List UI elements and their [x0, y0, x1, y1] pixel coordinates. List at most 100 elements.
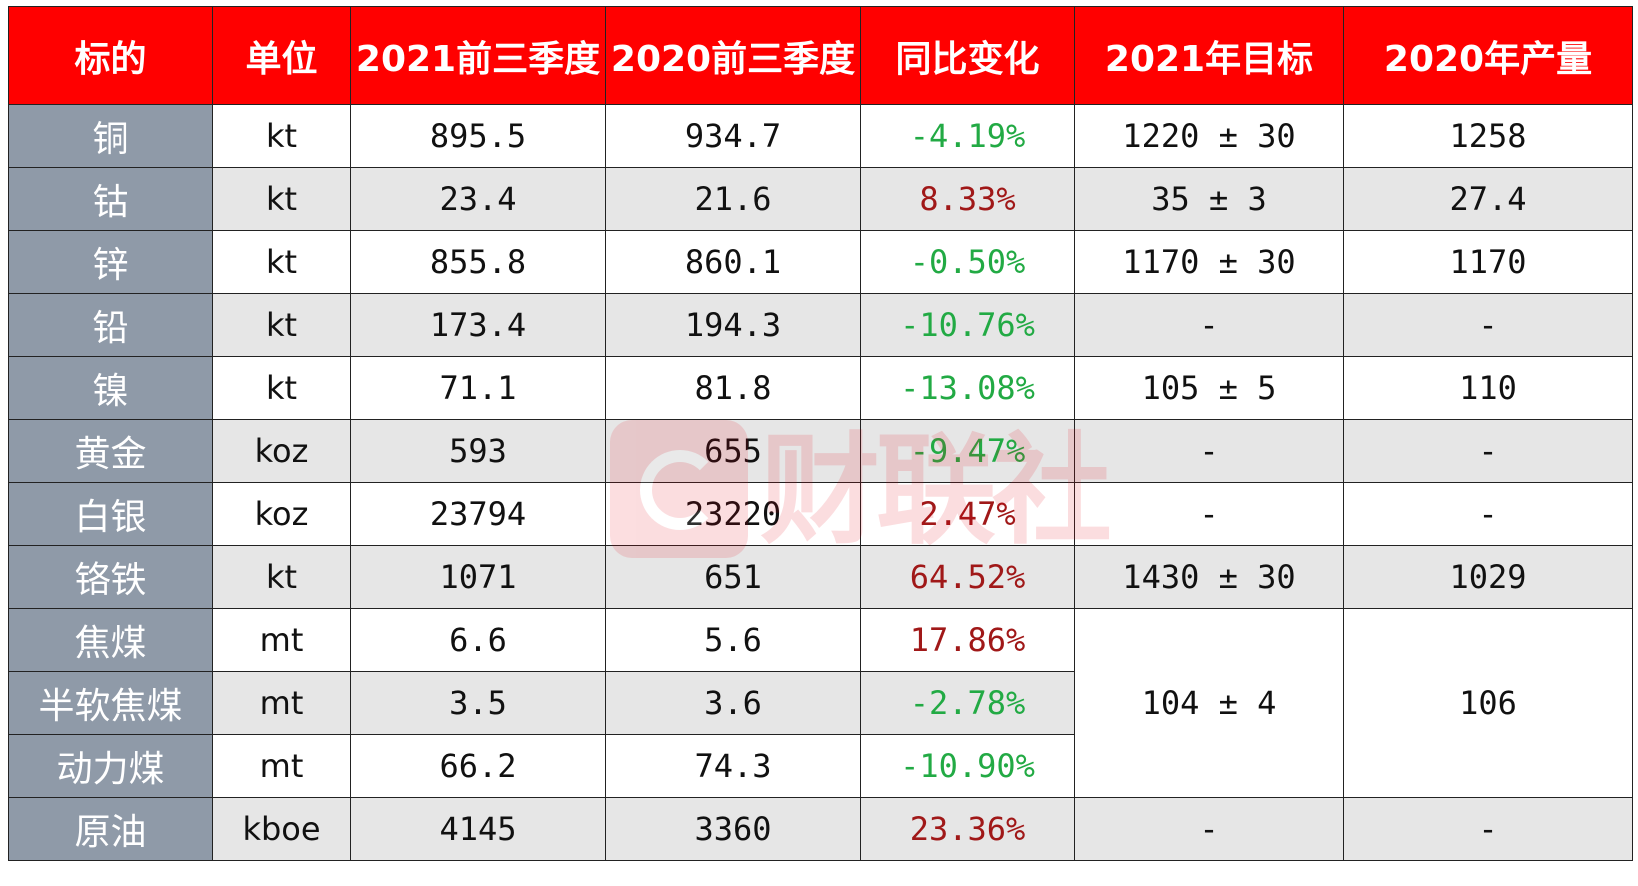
cell-q3-2021: 4145 — [350, 797, 606, 861]
cell-unit: kt — [212, 545, 351, 609]
cell-yoy-change: -10.76% — [860, 293, 1075, 357]
cell-unit: mt — [212, 671, 351, 735]
cell-q3-2020: 655 — [605, 419, 861, 483]
cell-q3-2020: 3360 — [605, 797, 861, 861]
cell-target-2021: - — [1074, 293, 1344, 357]
cell-yoy-change: 23.36% — [860, 797, 1075, 861]
col-header-output-2020: 2020年产量 — [1343, 6, 1633, 105]
table-row: 焦煤 mt 6.6 5.6 17.86% 104 ± 4 106 — [8, 608, 1633, 798]
cell-unit: kt — [212, 167, 351, 231]
production-table: 标的 单位 2021前三季度 2020前三季度 同比变化 2021年目标 202… — [8, 6, 1633, 861]
table-row: 白银 koz 23794 23220 2.47% - - — [8, 482, 1633, 546]
cell-output-2020: 1258 — [1343, 104, 1633, 168]
cell-item-name: 铬铁 — [8, 545, 213, 609]
cell-item-name: 半软焦煤 — [8, 671, 213, 735]
col-header-unit: 单位 — [212, 6, 351, 105]
cell-item-name: 铅 — [8, 293, 213, 357]
table-row: 铜 kt 895.5 934.7 -4.19% 1220 ± 30 1258 — [8, 104, 1633, 168]
cell-target-2021: - — [1074, 419, 1344, 483]
cell-output-2020: 110 — [1343, 356, 1633, 420]
cell-output-2020: - — [1343, 797, 1633, 861]
production-table-wrapper: 标的 单位 2021前三季度 2020前三季度 同比变化 2021年目标 202… — [8, 6, 1633, 861]
cell-q3-2020: 21.6 — [605, 167, 861, 231]
cell-output-2020: 1170 — [1343, 230, 1633, 294]
cell-unit: kboe — [212, 797, 351, 861]
cell-q3-2021: 66.2 — [350, 734, 606, 798]
cell-target-2021: 1220 ± 30 — [1074, 104, 1344, 168]
cell-yoy-change: 8.33% — [860, 167, 1075, 231]
cell-item-name: 焦煤 — [8, 608, 213, 672]
table-row: 半软焦煤 mt 3.5 3.6 -2.78% — [8, 671, 1633, 735]
cell-output-2020: 1029 — [1343, 545, 1633, 609]
col-header-yoy: 同比变化 — [860, 6, 1075, 105]
cell-target-2021-coal: 104 ± 4 — [1074, 608, 1344, 798]
table-row: 黄金 koz 593 655 -9.47% - - — [8, 419, 1633, 483]
cell-item-name: 钴 — [8, 167, 213, 231]
cell-q3-2020: 860.1 — [605, 230, 861, 294]
cell-yoy-change: -9.47% — [860, 419, 1075, 483]
col-header-q3-2020: 2020前三季度 — [605, 6, 861, 105]
cell-q3-2021: 23.4 — [350, 167, 606, 231]
cell-unit: kt — [212, 293, 351, 357]
cell-unit: kt — [212, 356, 351, 420]
cell-unit: kt — [212, 230, 351, 294]
cell-yoy-change: -10.90% — [860, 734, 1075, 798]
cell-item-name: 动力煤 — [8, 734, 213, 798]
cell-q3-2020: 23220 — [605, 482, 861, 546]
cell-q3-2021: 1071 — [350, 545, 606, 609]
cell-unit: mt — [212, 734, 351, 798]
table-row: 铬铁 kt 1071 651 64.52% 1430 ± 30 1029 — [8, 545, 1633, 609]
cell-yoy-change: -13.08% — [860, 356, 1075, 420]
cell-target-2021: 105 ± 5 — [1074, 356, 1344, 420]
cell-target-2021: - — [1074, 797, 1344, 861]
table-row: 钴 kt 23.4 21.6 8.33% 35 ± 3 27.4 — [8, 167, 1633, 231]
cell-q3-2021: 71.1 — [350, 356, 606, 420]
col-header-item: 标的 — [8, 6, 213, 105]
cell-output-2020-coal: 106 — [1343, 608, 1633, 798]
cell-q3-2021: 593 — [350, 419, 606, 483]
table-row: 锌 kt 855.8 860.1 -0.50% 1170 ± 30 1170 — [8, 230, 1633, 294]
cell-yoy-change: 64.52% — [860, 545, 1075, 609]
cell-output-2020: - — [1343, 293, 1633, 357]
cell-q3-2020: 194.3 — [605, 293, 861, 357]
cell-q3-2021: 3.5 — [350, 671, 606, 735]
col-header-target-2021: 2021年目标 — [1074, 6, 1344, 105]
table-row: 镍 kt 71.1 81.8 -13.08% 105 ± 5 110 — [8, 356, 1633, 420]
cell-target-2021: 1170 ± 30 — [1074, 230, 1344, 294]
cell-q3-2021: 895.5 — [350, 104, 606, 168]
cell-item-name: 铜 — [8, 104, 213, 168]
cell-item-name: 镍 — [8, 356, 213, 420]
cell-unit: mt — [212, 608, 351, 672]
cell-q3-2020: 81.8 — [605, 356, 861, 420]
cell-yoy-change: -4.19% — [860, 104, 1075, 168]
cell-unit: koz — [212, 482, 351, 546]
cell-q3-2020: 5.6 — [605, 608, 861, 672]
cell-output-2020: - — [1343, 482, 1633, 546]
table-row: 原油 kboe 4145 3360 23.36% - - — [8, 797, 1633, 861]
cell-target-2021: 1430 ± 30 — [1074, 545, 1344, 609]
cell-yoy-change: 2.47% — [860, 482, 1075, 546]
cell-output-2020: 27.4 — [1343, 167, 1633, 231]
cell-q3-2021: 6.6 — [350, 608, 606, 672]
cell-output-2020: - — [1343, 419, 1633, 483]
cell-q3-2021: 23794 — [350, 482, 606, 546]
cell-item-name: 原油 — [8, 797, 213, 861]
cell-item-name: 锌 — [8, 230, 213, 294]
cell-unit: koz — [212, 419, 351, 483]
cell-yoy-change: -0.50% — [860, 230, 1075, 294]
cell-q3-2021: 855.8 — [350, 230, 606, 294]
table-header-row: 标的 单位 2021前三季度 2020前三季度 同比变化 2021年目标 202… — [8, 6, 1633, 105]
cell-q3-2021: 173.4 — [350, 293, 606, 357]
cell-q3-2020: 3.6 — [605, 671, 861, 735]
cell-q3-2020: 651 — [605, 545, 861, 609]
col-header-q3-2021: 2021前三季度 — [350, 6, 606, 105]
cell-item-name: 白银 — [8, 482, 213, 546]
cell-target-2021: 35 ± 3 — [1074, 167, 1344, 231]
cell-q3-2020: 74.3 — [605, 734, 861, 798]
cell-unit: kt — [212, 104, 351, 168]
cell-yoy-change: -2.78% — [860, 671, 1075, 735]
table-row: 铅 kt 173.4 194.3 -10.76% - - — [8, 293, 1633, 357]
cell-q3-2020: 934.7 — [605, 104, 861, 168]
cell-yoy-change: 17.86% — [860, 608, 1075, 672]
table-body: 铜 kt 895.5 934.7 -4.19% 1220 ± 30 1258 钴 kt 23.4 2… — [8, 104, 1633, 861]
